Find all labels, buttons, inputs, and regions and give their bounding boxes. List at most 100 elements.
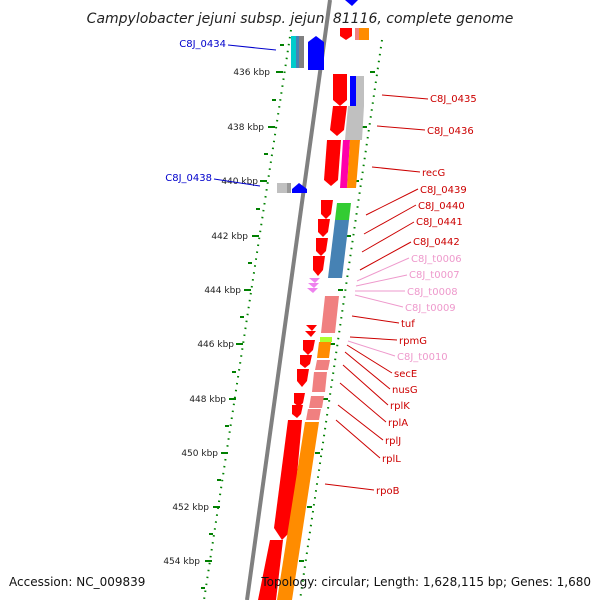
tick-label-444: 444 kbp bbox=[204, 286, 241, 296]
gene-block bbox=[315, 360, 330, 370]
tick-442: 442 kbp bbox=[211, 232, 259, 242]
gene-label-rplk: rplK bbox=[390, 401, 410, 412]
reverse-strand-genes bbox=[277, 36, 324, 193]
gene-block bbox=[306, 409, 321, 420]
gene-arrow-c8j-0439 bbox=[321, 200, 333, 219]
map-title: Campylobacter jejuni subsp. jejuni 81116… bbox=[87, 11, 514, 27]
leader-line bbox=[227, 44, 277, 51]
gene-arrow-c8j-t0008 bbox=[307, 288, 318, 293]
gene-arrow bbox=[300, 355, 312, 368]
gene-block bbox=[287, 183, 291, 193]
gene-label-tuf: tuf bbox=[401, 319, 415, 330]
tick-440: 440 kbp bbox=[221, 177, 267, 187]
gene-arrow bbox=[306, 325, 317, 331]
gene-block bbox=[359, 28, 369, 40]
tick-452: 452 kbp bbox=[172, 503, 220, 513]
tick-label-450: 450 kbp bbox=[181, 449, 218, 459]
gene-label-nusg: nusG bbox=[392, 385, 418, 396]
gene-arrow bbox=[292, 405, 303, 418]
tick-label-454: 454 kbp bbox=[163, 557, 200, 567]
tick-label-440: 440 kbp bbox=[221, 177, 258, 187]
gene-block bbox=[340, 140, 350, 188]
gene-label-c8j-t0006: C8J_t0006 bbox=[411, 254, 462, 265]
gene-arrow bbox=[340, 28, 352, 40]
gene-label-sece: secE bbox=[394, 369, 417, 380]
gene-arrow bbox=[303, 340, 315, 355]
gene-block bbox=[345, 106, 364, 140]
gene-label-c8j-t0010: C8J_t0010 bbox=[397, 352, 448, 363]
gene-block bbox=[312, 372, 327, 392]
gene-label-rpmg: rpmG bbox=[399, 336, 427, 347]
gene-label-c8j-t0009: C8J_t0009 bbox=[405, 303, 456, 314]
gene-block bbox=[317, 342, 331, 358]
gene-label-c8j-0441: C8J_0441 bbox=[416, 217, 463, 228]
gene-arrow bbox=[297, 369, 309, 387]
right-gene-labels: C8J_0435 C8J_0436 recG C8J_0439 C8J_0440… bbox=[324, 94, 477, 497]
gene-label-c8j-0442: C8J_0442 bbox=[413, 237, 460, 248]
gene-arrow bbox=[258, 540, 283, 600]
gene-arrow bbox=[345, 0, 358, 6]
tick-436: 436 kbp bbox=[233, 68, 283, 78]
gene-block bbox=[309, 396, 324, 408]
gene-arrow-c8j-0436 bbox=[330, 106, 347, 136]
tick-label-446: 446 kbp bbox=[197, 340, 234, 350]
scale-ticks: 436 kbp 438 kbp 440 kbp 442 kbp 444 kbp … bbox=[163, 44, 375, 589]
gene-block bbox=[355, 28, 359, 40]
gene-block bbox=[321, 296, 339, 333]
gene-label-rpll: rplL bbox=[382, 454, 401, 465]
gene-label-c8j-0439: C8J_0439 bbox=[420, 185, 467, 196]
accession-text: Accession: NC_009839 bbox=[9, 575, 145, 589]
gene-label-c8j-0434: C8J_0434 bbox=[179, 39, 226, 50]
gene-block bbox=[320, 337, 332, 342]
gene-label-recg: recG bbox=[422, 168, 445, 179]
gene-block bbox=[356, 76, 364, 106]
gene-label-c8j-0440: C8J_0440 bbox=[418, 201, 465, 212]
gene-arrow-c8j-t0007 bbox=[308, 283, 319, 288]
gene-arrow-c8j-0441 bbox=[316, 238, 328, 256]
left-gene-labels: C8J_0434 C8J_0438 bbox=[165, 39, 277, 187]
gene-arrow-rpob bbox=[274, 420, 302, 540]
tick-label-438: 438 kbp bbox=[227, 123, 264, 133]
gene-label-c8j-t0007: C8J_t0007 bbox=[409, 270, 460, 281]
tick-label-452: 452 kbp bbox=[172, 503, 209, 513]
gene-label-c8j-0438: C8J_0438 bbox=[165, 173, 212, 184]
gene-arrow-c8j-0438 bbox=[292, 183, 307, 193]
gene-block bbox=[277, 422, 319, 600]
gene-arrow-c8j-0442 bbox=[313, 256, 325, 276]
gene-block bbox=[347, 140, 360, 188]
gene-label-rpla: rplA bbox=[388, 418, 408, 429]
gene-arrow-recg bbox=[324, 140, 341, 186]
gene-block bbox=[328, 220, 349, 278]
topology-text: Topology: circular; Length: 1,628,115 bp… bbox=[260, 575, 591, 589]
gene-block bbox=[335, 203, 351, 220]
gene-arrow-c8j-0440 bbox=[318, 219, 330, 237]
gene-arrow-c8j-0435 bbox=[333, 74, 347, 106]
backbone bbox=[245, 0, 332, 600]
gene-block bbox=[296, 36, 299, 68]
forward-strand-red-arrows bbox=[258, 74, 347, 600]
gene-arrow bbox=[305, 331, 316, 337]
gene-block bbox=[350, 76, 356, 106]
forward-strand-genes-top bbox=[340, 0, 369, 40]
gene-label-c8j-0435: C8J_0435 bbox=[430, 94, 477, 105]
tick-label-442: 442 kbp bbox=[211, 232, 248, 242]
tick-446: 446 kbp bbox=[197, 340, 243, 350]
gene-label-c8j-0436: C8J_0436 bbox=[427, 126, 474, 137]
gene-label-rpob: rpoB bbox=[376, 486, 400, 497]
tick-444: 444 kbp bbox=[204, 286, 251, 296]
gene-label-rplj: rplJ bbox=[385, 436, 401, 447]
gene-arrow-c8j-t0006 bbox=[309, 278, 320, 283]
leader-line bbox=[213, 178, 261, 187]
tick-label-448: 448 kbp bbox=[189, 395, 226, 405]
tick-450: 450 kbp bbox=[181, 449, 228, 459]
scale-ring bbox=[203, 29, 383, 600]
gene-block bbox=[277, 183, 287, 193]
gene-block bbox=[299, 36, 304, 68]
tick-438: 438 kbp bbox=[227, 123, 275, 133]
tick-448: 448 kbp bbox=[189, 395, 236, 405]
gene-arrow-c8j-0434 bbox=[308, 36, 324, 70]
gene-block bbox=[291, 36, 296, 68]
tick-454: 454 kbp bbox=[163, 557, 212, 567]
